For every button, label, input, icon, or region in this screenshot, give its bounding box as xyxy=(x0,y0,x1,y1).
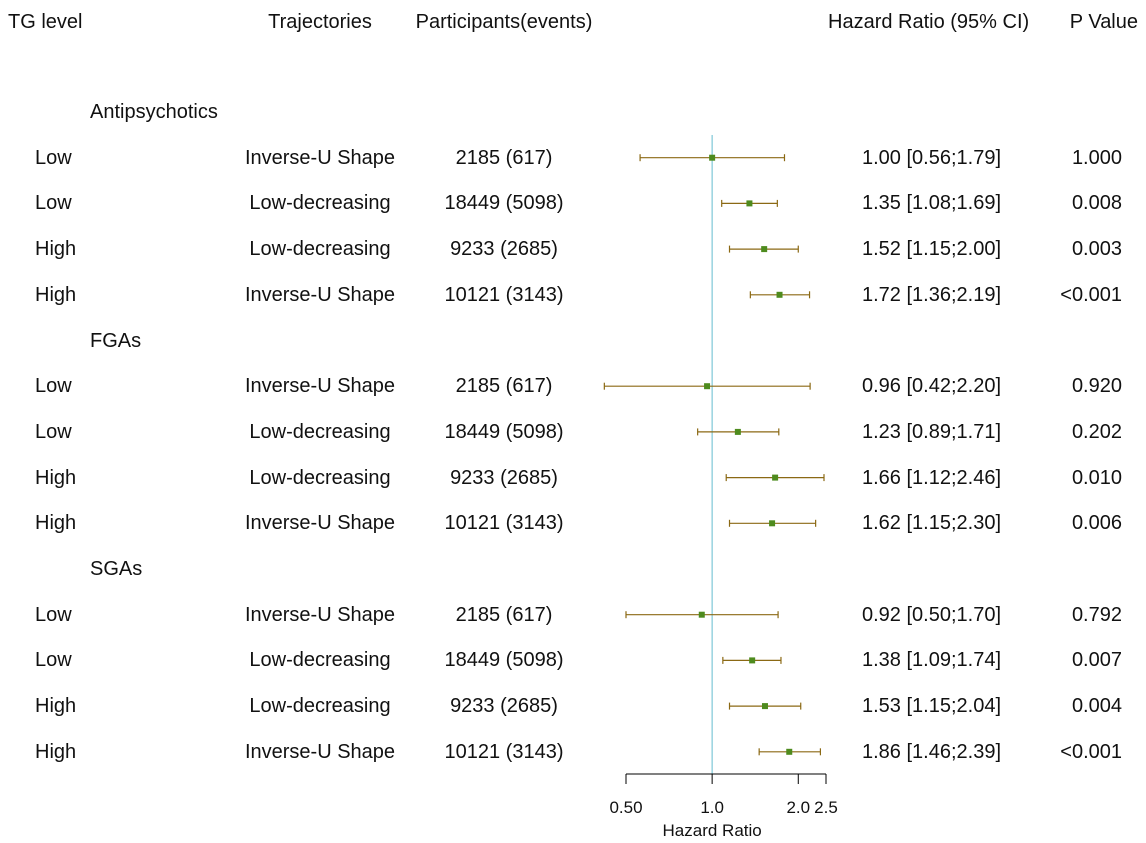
row-participants: 10121 (3143) xyxy=(444,512,564,535)
row-participants: 9233 (2685) xyxy=(450,466,558,489)
x-axis-label: Hazard Ratio xyxy=(663,821,762,840)
row-p-value: 0.004 xyxy=(1071,695,1122,718)
row-hazard-ratio: 0.96 [0.42;2.20] xyxy=(862,375,1002,398)
row-participants: 18449 (5098) xyxy=(444,649,564,672)
row-tg-level: High xyxy=(35,238,77,261)
row-trajectory: Low-decreasing xyxy=(249,695,391,718)
hr-point xyxy=(704,383,711,390)
row-tg-level: Low xyxy=(35,649,72,672)
row-p-value: <0.001 xyxy=(1060,283,1122,306)
hr-point xyxy=(749,657,756,664)
hr-point xyxy=(786,748,793,755)
hr-point xyxy=(734,428,741,435)
row-p-value: <0.001 xyxy=(1060,740,1122,763)
header-p-value: P Value xyxy=(1069,11,1138,33)
row-tg-level: High xyxy=(35,695,77,718)
row-participants: 10121 (3143) xyxy=(444,283,564,306)
hr-point xyxy=(769,520,776,527)
x-tick-label: 2.0 xyxy=(786,798,810,817)
hr-point xyxy=(698,611,705,618)
row-tg-level: Low xyxy=(35,146,72,169)
row-tg-level: Low xyxy=(35,420,72,443)
row-trajectory: Inverse-U Shape xyxy=(244,740,396,763)
row-tg-level: High xyxy=(35,283,77,306)
row-p-value: 0.003 xyxy=(1071,238,1122,261)
row-tg-level: Low xyxy=(35,375,72,398)
hr-point xyxy=(761,246,768,253)
x-tick-label: 1.0 xyxy=(700,798,724,817)
row-hazard-ratio: 1.86 [1.46;2.39] xyxy=(862,740,1002,763)
row-hazard-ratio: 1.23 [0.89;1.71] xyxy=(862,420,1002,443)
row-tg-level: High xyxy=(35,740,77,763)
row-participants: 2185 (617) xyxy=(455,375,553,398)
row-participants: 2185 (617) xyxy=(455,146,553,169)
row-p-value: 0.202 xyxy=(1071,420,1122,443)
row-p-value: 1.000 xyxy=(1071,146,1122,169)
x-tick-label: 2.5 xyxy=(814,798,838,817)
row-participants: 9233 (2685) xyxy=(450,695,558,718)
hr-point xyxy=(772,474,779,481)
header-participants: Participants(events) xyxy=(415,11,593,33)
row-hazard-ratio: 1.35 [1.08;1.69] xyxy=(862,192,1002,215)
row-p-value: 0.008 xyxy=(1071,192,1122,215)
row-trajectory: Inverse-U Shape xyxy=(244,283,396,306)
row-tg-level: High xyxy=(35,466,77,489)
group-label: SGAs xyxy=(90,558,143,580)
row-hazard-ratio: 1.52 [1.15;2.00] xyxy=(862,238,1002,261)
row-trajectory: Inverse-U Shape xyxy=(244,512,396,535)
row-hazard-ratio: 1.62 [1.15;2.30] xyxy=(862,512,1002,535)
row-participants: 9233 (2685) xyxy=(450,238,558,261)
header-tg-level: TG level xyxy=(8,11,83,33)
row-p-value: 0.006 xyxy=(1071,512,1122,535)
row-hazard-ratio: 0.92 [0.50;1.70] xyxy=(862,603,1002,626)
x-tick-label: 0.50 xyxy=(609,798,642,817)
row-participants: 18449 (5098) xyxy=(444,192,564,215)
row-p-value: 0.920 xyxy=(1071,375,1122,398)
row-participants: 10121 (3143) xyxy=(444,740,564,763)
row-trajectory: Low-decreasing xyxy=(249,420,391,443)
row-hazard-ratio: 1.00 [0.56;1.79] xyxy=(862,146,1002,169)
row-trajectory: Inverse-U Shape xyxy=(244,146,396,169)
header-hazard-ratio: Hazard Ratio (95% CI) xyxy=(828,11,1030,33)
row-trajectory: Low-decreasing xyxy=(249,466,391,489)
hr-point xyxy=(761,703,768,710)
group-label: Antipsychotics xyxy=(90,101,218,123)
row-trajectory: Inverse-U Shape xyxy=(244,375,396,398)
row-hazard-ratio: 1.53 [1.15;2.04] xyxy=(862,695,1002,718)
row-p-value: 0.007 xyxy=(1071,649,1122,672)
row-trajectory: Low-decreasing xyxy=(249,192,391,215)
row-tg-level: Low xyxy=(35,192,72,215)
row-trajectory: Low-decreasing xyxy=(249,238,391,261)
row-p-value: 0.010 xyxy=(1071,466,1122,489)
group-label: FGAs xyxy=(90,329,142,352)
row-trajectory: Low-decreasing xyxy=(249,649,391,672)
row-p-value: 0.792 xyxy=(1071,603,1122,626)
row-trajectory: Inverse-U Shape xyxy=(244,603,396,626)
row-participants: 18449 (5098) xyxy=(444,420,564,443)
header-trajectories: Trajectories xyxy=(268,11,372,33)
hr-point xyxy=(709,154,716,161)
hr-point xyxy=(746,200,753,207)
row-tg-level: Low xyxy=(35,603,72,626)
row-tg-level: High xyxy=(35,512,77,535)
row-participants: 2185 (617) xyxy=(455,603,553,626)
row-hazard-ratio: 1.38 [1.09;1.74] xyxy=(862,649,1002,672)
row-hazard-ratio: 1.72 [1.36;2.19] xyxy=(862,283,1002,306)
hr-point xyxy=(776,291,783,298)
row-hazard-ratio: 1.66 [1.12;2.46] xyxy=(862,466,1002,489)
